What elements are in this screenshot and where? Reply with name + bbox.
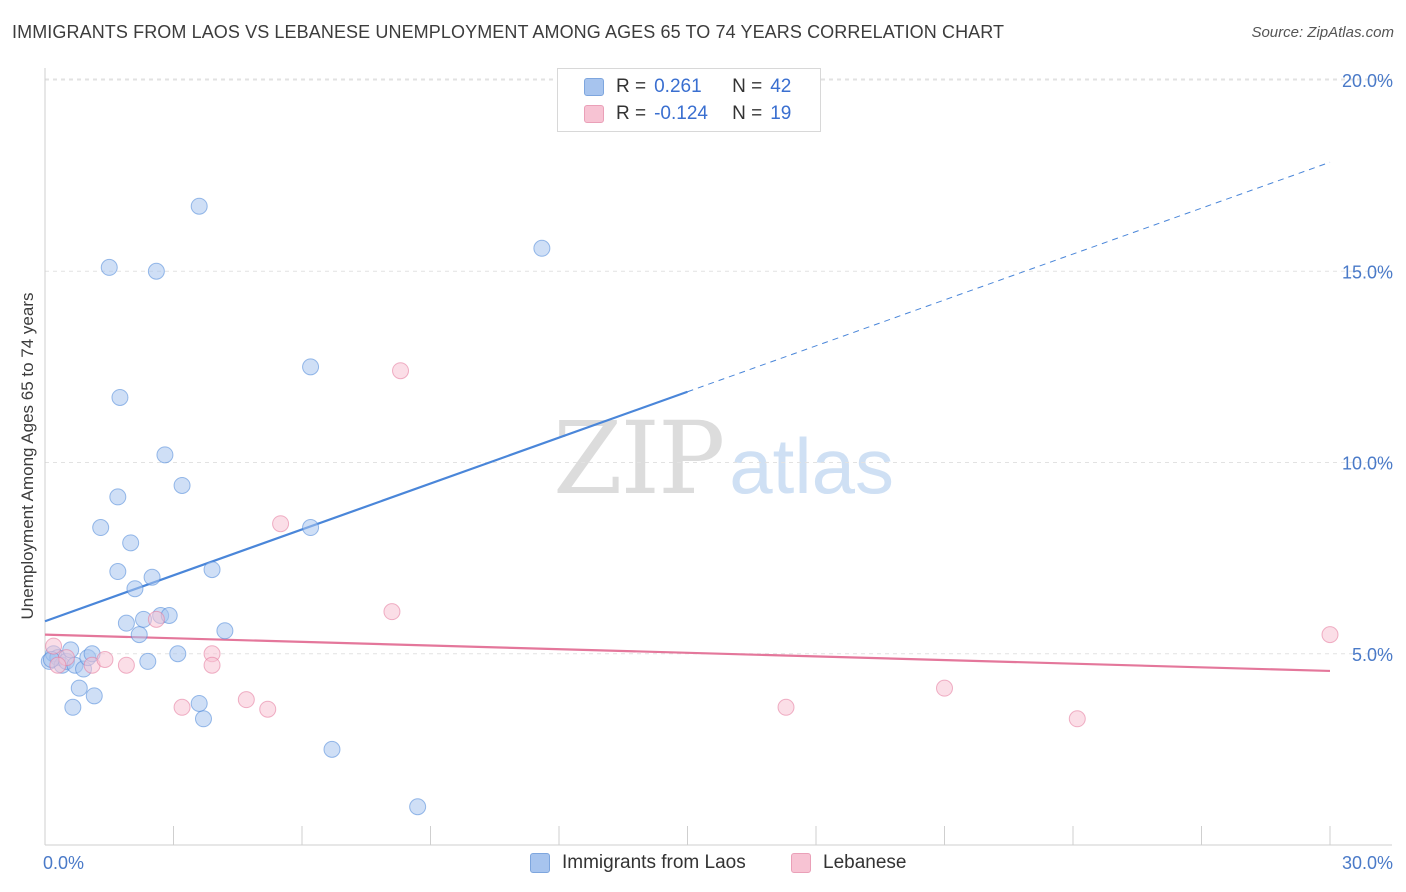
legend-swatch-lebanese: [584, 105, 604, 123]
point-laos: [109, 488, 127, 506]
trend-lines: [44, 161, 1331, 673]
point-lebanese: [272, 515, 290, 533]
point-laos: [85, 687, 103, 705]
point-lebanese: [147, 610, 165, 628]
point-laos: [173, 476, 191, 494]
point-laos: [147, 262, 165, 280]
point-lebanese: [1068, 710, 1086, 728]
point-laos: [323, 740, 341, 758]
point-laos: [194, 710, 212, 728]
point-laos: [190, 197, 208, 215]
point-lebanese: [383, 603, 401, 621]
y-tick-label: 20.0%: [1342, 71, 1393, 91]
point-laos: [111, 388, 129, 406]
n-value-laos: 42: [770, 76, 792, 97]
point-laos: [533, 239, 551, 257]
point-lebanese: [237, 691, 255, 709]
point-laos: [302, 519, 320, 537]
r-value-lebanese: -0.124: [654, 103, 708, 124]
point-laos: [143, 568, 161, 586]
axes: [44, 68, 1392, 846]
point-lebanese: [1321, 626, 1339, 644]
y-tick-label: 15.0%: [1342, 262, 1393, 282]
watermark-zip: ZIP: [553, 400, 725, 517]
point-lebanese: [45, 637, 63, 655]
point-laos: [169, 645, 187, 663]
point-laos: [216, 622, 234, 640]
point-laos: [92, 519, 110, 537]
legend-swatch-laos: [584, 78, 604, 96]
point-laos: [139, 652, 157, 670]
point-lebanese: [203, 656, 221, 674]
series-swatch-laos: [530, 853, 550, 873]
n-label: N =: [732, 76, 763, 97]
legend-row-lebanese: R = -0.124 N = 19: [584, 102, 791, 126]
point-laos: [122, 534, 140, 552]
y-tick-label: 5.0%: [1352, 645, 1393, 665]
n-value-lebanese: 19: [770, 103, 792, 124]
point-laos: [100, 258, 118, 276]
r-label: R =: [616, 76, 647, 97]
series-legend-lebanese: Lebanese: [791, 852, 906, 874]
point-laos: [190, 694, 208, 712]
trend-line-lebanese: [44, 633, 1331, 673]
point-laos: [64, 698, 82, 716]
series-legend-laos: Immigrants from Laos: [530, 852, 746, 874]
point-laos: [109, 563, 127, 581]
series-name-laos: Immigrants from Laos: [562, 852, 746, 873]
correlation-legend: R = 0.261 N = 42 R = -0.124 N = 19: [557, 68, 821, 132]
x-tick-label-max: 30.0%: [1342, 853, 1393, 873]
series-name-lebanese: Lebanese: [823, 852, 907, 873]
zipatlas-watermark: ZIPatlas: [553, 400, 894, 517]
point-laos: [130, 626, 148, 644]
y-tick-label: 10.0%: [1342, 454, 1393, 474]
point-laos: [203, 561, 221, 579]
n-label: N =: [732, 103, 763, 124]
series-swatch-lebanese: [791, 853, 811, 873]
point-lebanese: [96, 650, 114, 668]
chart-title: IMMIGRANTS FROM LAOS VS LEBANESE UNEMPLO…: [12, 22, 1005, 42]
point-laos: [117, 614, 135, 632]
point-lebanese: [936, 679, 953, 697]
data-points: [40, 197, 1339, 816]
point-lebanese: [777, 698, 795, 716]
r-label: R =: [616, 103, 647, 124]
x-tick-label-min: 0.0%: [43, 853, 84, 873]
point-lebanese: [49, 656, 67, 674]
point-laos: [302, 358, 320, 376]
point-lebanese: [259, 700, 277, 718]
gridlines: [45, 78, 1392, 655]
point-lebanese: [117, 656, 135, 674]
legend-row-laos: R = 0.261 N = 42: [584, 75, 791, 99]
point-laos: [126, 580, 144, 598]
tick-labels: 5.0% 10.0% 15.0% 20.0% 0.0% 30.0%: [43, 71, 1393, 873]
point-laos: [409, 798, 427, 816]
source-attribution: Source: ZipAtlas.com: [1251, 24, 1394, 41]
point-lebanese: [173, 698, 191, 716]
trend-line-laos-projection: [687, 161, 1331, 393]
point-laos: [70, 679, 88, 697]
watermark-atlas: atlas: [729, 422, 895, 510]
point-lebanese: [392, 362, 410, 380]
point-laos: [156, 446, 174, 464]
r-value-laos: 0.261: [654, 76, 702, 97]
